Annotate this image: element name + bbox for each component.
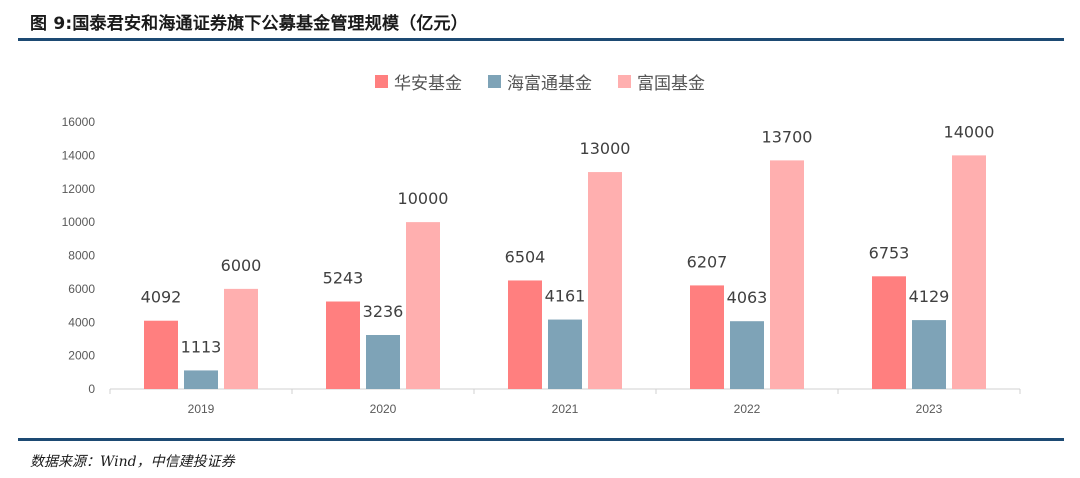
y-tick-label-0: 0 [88, 382, 95, 396]
legend-swatch-0 [375, 75, 388, 88]
data-label-2019-0: 4092 [141, 288, 182, 307]
legend-label-2: 富国基金 [637, 74, 705, 94]
y-tick-label-3: 6000 [68, 282, 95, 296]
bar-2022-2 [770, 160, 804, 389]
bar-2019-0 [144, 320, 178, 389]
data-label-2022-2: 13700 [762, 127, 813, 146]
bar-2021-0 [508, 280, 542, 389]
data-label-2021-0: 6504 [505, 247, 546, 266]
y-tick-label-1: 2000 [68, 349, 95, 363]
bar-2021-1 [548, 319, 582, 389]
y-tick-label-6: 12000 [62, 182, 96, 196]
top-rule [18, 38, 1064, 41]
source-note: 数据来源：Wind，中信建投证券 [30, 454, 235, 470]
bar-2020-1 [366, 334, 400, 389]
y-tick-label-2: 4000 [68, 315, 95, 329]
data-label-2022-1: 4063 [727, 288, 768, 307]
bar-2022-0 [690, 285, 724, 389]
legend-swatch-1 [488, 75, 501, 88]
data-label-2019-2: 6000 [221, 256, 262, 275]
bar-2023-2 [952, 155, 986, 389]
legend-swatch-2 [618, 75, 631, 88]
data-label-2022-0: 6207 [687, 252, 728, 271]
chart-title: 图 9:国泰君安和海通证券旗下公募基金管理规模（亿元） [30, 14, 468, 34]
bottom-rule [18, 438, 1064, 441]
bar-2020-2 [406, 222, 440, 389]
x-tick-label-2021: 2021 [552, 402, 579, 416]
legend-label-0: 华安基金 [394, 74, 462, 94]
data-label-2020-0: 5243 [323, 269, 364, 288]
data-label-2020-1: 3236 [363, 302, 404, 321]
legend-label-1: 海富通基金 [507, 74, 592, 94]
x-tick-label-2023: 2023 [916, 402, 943, 416]
data-label-2023-0: 6753 [869, 243, 910, 262]
bar-2023-1 [912, 320, 946, 389]
x-tick-label-2022: 2022 [734, 402, 761, 416]
y-tick-label-4: 8000 [68, 249, 95, 263]
bar-2020-0 [326, 301, 360, 389]
x-tick-label-2019: 2019 [188, 402, 215, 416]
data-label-2021-2: 13000 [580, 139, 631, 158]
y-tick-label-5: 10000 [62, 215, 96, 229]
x-tick-label-2020: 2020 [370, 402, 397, 416]
legend: 华安基金 海富通基金 富国基金 [0, 69, 1080, 94]
legend-item-0: 华安基金 [375, 69, 462, 94]
bar-2019-2 [224, 288, 258, 389]
bar-2019-1 [184, 370, 218, 389]
data-label-2019-1: 1113 [181, 337, 222, 356]
legend-item-1: 海富通基金 [488, 69, 592, 94]
y-tick-label-7: 14000 [62, 148, 96, 162]
data-label-2023-1: 4129 [909, 287, 950, 306]
data-label-2021-1: 4161 [545, 287, 586, 306]
data-label-2023-2: 14000 [944, 122, 995, 141]
bar-2021-2 [588, 172, 622, 389]
legend-item-2: 富国基金 [618, 69, 705, 94]
y-tick-label-8: 16000 [62, 115, 96, 129]
data-label-2020-2: 10000 [398, 189, 449, 208]
bar-2023-0 [872, 276, 906, 389]
bar-2022-1 [730, 321, 764, 389]
